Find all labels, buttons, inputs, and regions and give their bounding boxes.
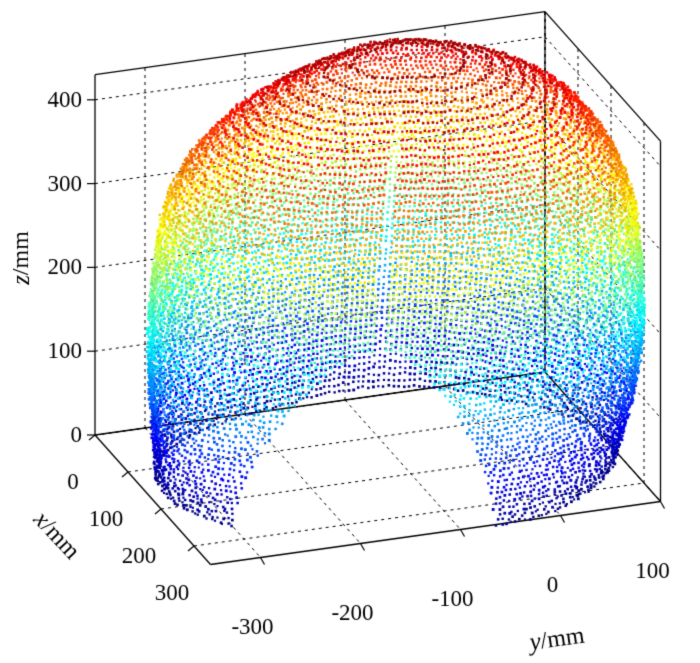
figure-3d-point-cloud (0, 0, 700, 663)
scatter3d-canvas (0, 0, 700, 663)
